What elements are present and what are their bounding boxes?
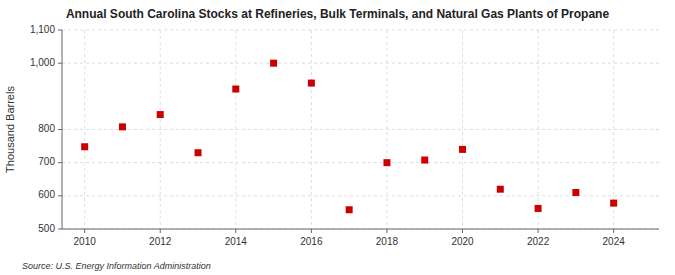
point [421,157,428,164]
tick-label-y: 1,100 [30,24,55,35]
grid-line-x [160,30,161,229]
point [383,159,390,166]
tick-x [160,229,161,233]
annotation: Source: U.S. Energy Information Administ… [22,261,211,271]
point [497,186,504,193]
point [308,80,315,87]
axis-y [62,30,63,229]
grid-line-y [62,63,659,64]
point [232,86,239,93]
grid-line-y [62,229,659,230]
point [459,146,466,153]
tick-x [84,229,85,233]
grid-line-y [62,30,659,31]
tick-y [58,195,62,196]
tick-label-x: 2016 [300,236,323,247]
tick-label-y: 600 [38,189,55,200]
grid-line-y [62,162,659,163]
point [346,206,353,213]
grid-line-x [84,30,85,229]
tick-x [462,229,463,233]
tick-label-x: 2022 [527,236,550,247]
grid-line-x [462,30,463,229]
point [119,123,126,130]
grid-line-y [62,195,659,196]
tick-label-x: 2010 [74,236,97,247]
point [270,60,277,67]
grid-line-y [62,129,659,130]
point [157,111,164,118]
tick-x [613,229,614,233]
tick-label-x: 2018 [376,236,399,247]
axis-label-y: Thousand Barrels [4,86,16,173]
grid-line-x [538,30,539,229]
tick-x [386,229,387,233]
chart: 500 600 700 800 1,000 1,100 2010 2012 2014 2016 20… [0,0,675,275]
tick-label-y: 500 [38,223,55,234]
tick-y [58,63,62,64]
title: Annual South Carolina Stocks at Refineri… [66,7,610,21]
tick-y [58,162,62,163]
tick-label-y: 1,000 [30,57,55,68]
grid-line-x [613,30,614,229]
tick-y [58,30,62,31]
point [81,143,88,150]
tick-label-y: 800 [38,123,55,134]
point [195,149,202,156]
tick-x [538,229,539,233]
grid-line-x [311,30,312,229]
tick-label-y: 700 [38,156,55,167]
grid-line-x [235,30,236,229]
grid-line-x [386,30,387,229]
axes: 500 600 700 800 1,000 1,100 2010 2012 2014 2016 20… [30,24,659,247]
tick-y [58,229,62,230]
point [535,205,542,212]
tick-x [311,229,312,233]
tick-x [235,229,236,233]
points [81,60,617,214]
grid [62,30,659,229]
axis-x [62,229,659,230]
tick-y [58,129,62,130]
point [572,189,579,196]
point [610,200,617,207]
tick-label-x: 2024 [603,236,626,247]
tick-label-x: 2020 [451,236,474,247]
tick-label-x: 2014 [225,236,248,247]
tick-label-x: 2012 [149,236,172,247]
